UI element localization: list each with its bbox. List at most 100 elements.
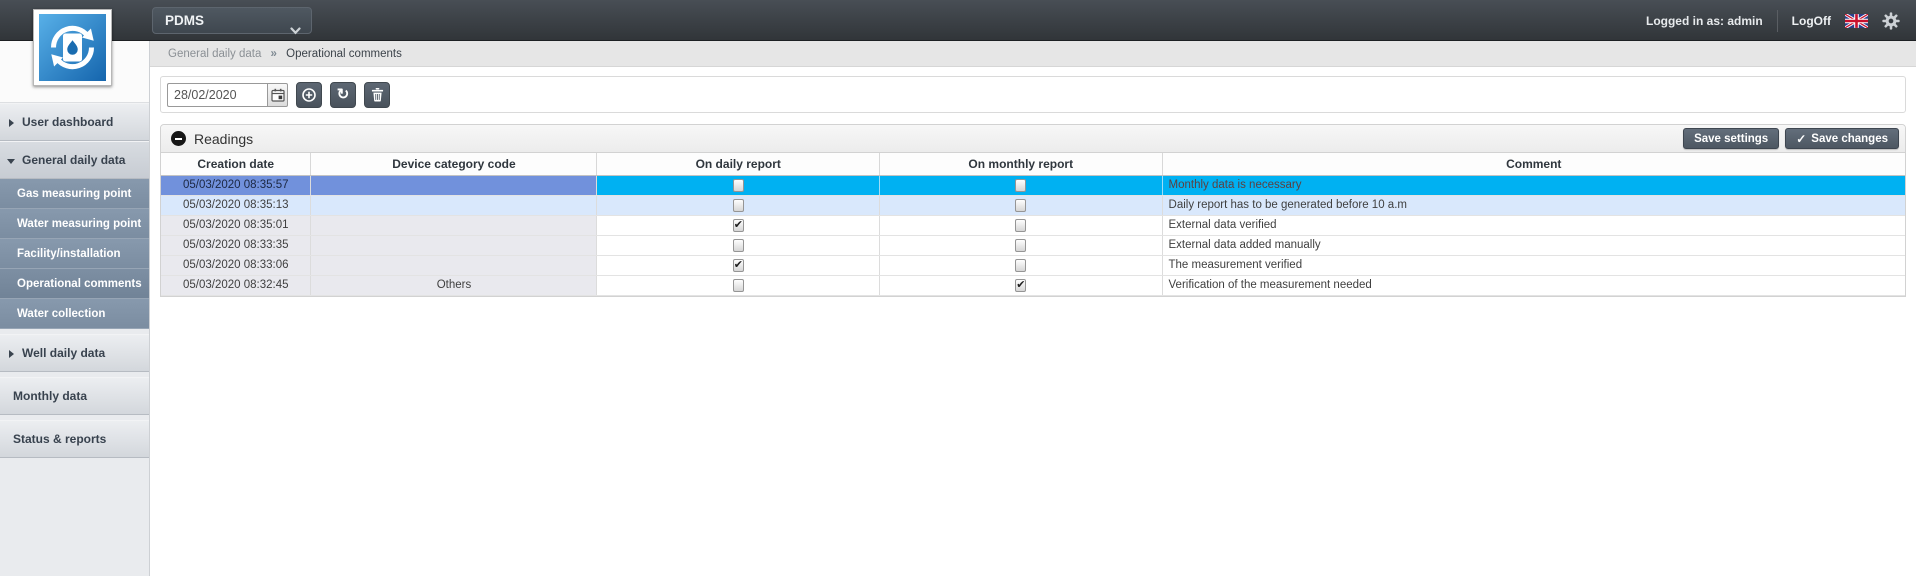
breadcrumb: General daily data » Operational comment… — [150, 41, 1916, 67]
creation-date-cell: 05/03/2020 08:33:06 — [161, 255, 312, 276]
sidebar-item-user-dashboard[interactable]: User dashboard — [0, 103, 149, 141]
daily-report-checkbox[interactable] — [732, 198, 744, 212]
readings-table: Creation date Device category code On da… — [161, 153, 1905, 296]
monthly-report-checkbox[interactable] — [1015, 238, 1027, 252]
monthly-report-checkbox[interactable] — [1015, 278, 1027, 292]
comment-cell: The measurement verified — [1162, 255, 1905, 276]
sidebar-item-general-daily-data[interactable]: General daily data — [0, 141, 149, 179]
table-row[interactable]: 05/03/2020 08:35:01 External data verifie… — [161, 215, 1905, 236]
sidebar-item-well-daily-data[interactable]: Well daily data — [0, 334, 149, 372]
sidebar-item-facility-installation[interactable]: Facility/installation — [0, 239, 149, 269]
daily-report-checkbox[interactable] — [732, 218, 744, 232]
monthly-report-checkbox[interactable] — [1015, 198, 1027, 212]
column-header-on-monthly-report[interactable]: On monthly report — [879, 153, 1163, 176]
on-daily-report-cell — [596, 255, 880, 276]
creation-date-cell: 05/03/2020 08:32:45 — [161, 275, 312, 296]
table-row[interactable]: 05/03/2020 08:33:35 External data added m… — [161, 235, 1905, 256]
comment-cell: Verification of the measurement needed — [1162, 275, 1905, 296]
arrow-right-icon — [9, 350, 14, 358]
table-header-row: Creation date Device category code On da… — [161, 153, 1905, 176]
comment-cell: External data added manually — [1162, 235, 1905, 256]
creation-date-cell: 05/03/2020 08:33:35 — [161, 235, 312, 256]
add-button[interactable] — [296, 81, 322, 108]
on-daily-report-cell — [596, 175, 880, 196]
sidebar-item-gas-measuring-point[interactable]: Gas measuring point — [0, 179, 149, 209]
monthly-report-checkbox[interactable] — [1015, 178, 1027, 192]
on-monthly-report-cell — [879, 175, 1163, 196]
app-selector-value: PDMS — [165, 13, 205, 28]
creation-date-cell: 05/03/2020 08:35:57 — [161, 175, 312, 196]
on-monthly-report-cell — [879, 215, 1163, 236]
sidebar-item-status-reports[interactable]: Status & reports — [0, 420, 149, 458]
refresh-icon: ↻ — [336, 86, 350, 103]
column-header-creation-date[interactable]: Creation date — [161, 153, 312, 176]
topbar-separator — [1776, 9, 1778, 32]
app-logo — [33, 9, 112, 86]
monthly-report-checkbox[interactable] — [1015, 258, 1027, 272]
on-monthly-report-cell — [879, 255, 1163, 276]
breadcrumb-current: Operational comments — [286, 48, 402, 60]
collapse-minus-icon[interactable] — [171, 131, 186, 146]
comment-cell: External data verified — [1162, 215, 1905, 236]
table-row[interactable]: 05/03/2020 08:35:13 Daily report has to b… — [161, 195, 1905, 216]
device-category-cell: Others — [310, 275, 598, 296]
panel-title: Readings — [194, 130, 254, 147]
main-content: General daily data » Operational comment… — [150, 41, 1916, 576]
on-monthly-report-cell — [879, 195, 1163, 216]
language-flag-uk-icon[interactable] — [1844, 12, 1869, 29]
creation-date-cell: 05/03/2020 08:35:01 — [161, 215, 312, 236]
arrow-down-icon — [7, 159, 15, 164]
table-row[interactable]: 05/03/2020 08:35:57 Monthly data is neces… — [161, 175, 1905, 196]
arrow-right-icon — [9, 119, 14, 127]
app-selector-dropdown[interactable]: PDMS — [152, 7, 312, 35]
table-row[interactable]: 05/03/2020 08:33:06 The measurement verif… — [161, 255, 1905, 276]
daily-report-checkbox[interactable] — [732, 258, 744, 272]
comment-cell: Daily report has to be generated before … — [1162, 195, 1905, 216]
on-monthly-report-cell — [879, 235, 1163, 256]
on-daily-report-cell — [596, 275, 880, 296]
settings-gear-icon[interactable] — [1882, 11, 1900, 30]
logged-in-text: Logged in as: admin — [1645, 13, 1763, 28]
daily-report-checkbox[interactable] — [732, 278, 744, 292]
monthly-report-checkbox[interactable] — [1015, 218, 1027, 232]
comment-cell: Monthly data is necessary — [1162, 175, 1905, 196]
logoff-button[interactable]: LogOff — [1791, 13, 1831, 28]
device-category-cell — [310, 175, 598, 196]
trash-icon — [371, 88, 383, 102]
column-header-on-daily-report[interactable]: On daily report — [596, 153, 880, 176]
sidebar-item-water-measuring-point[interactable]: Water measuring point — [0, 209, 149, 239]
device-category-cell — [310, 195, 598, 216]
breadcrumb-parent-link[interactable]: General daily data — [168, 48, 262, 60]
device-category-cell — [310, 215, 598, 236]
device-category-cell — [310, 255, 598, 276]
breadcrumb-separator: » — [270, 48, 277, 60]
sidebar-item-operational-comments[interactable]: Operational comments — [0, 269, 149, 299]
chevron-down-icon — [290, 18, 301, 43]
calendar-button[interactable] — [267, 82, 288, 107]
sidebar: User dashboard General daily data Gas me… — [0, 41, 150, 576]
check-icon: ✓ — [1796, 131, 1807, 146]
save-settings-button[interactable]: Save settings — [1683, 128, 1780, 149]
top-bar: PDMS Logged in as: admin LogOff — [0, 0, 1916, 41]
daily-report-checkbox[interactable] — [732, 238, 744, 252]
readings-panel: Readings Save settings ✓ Save changes Cr… — [160, 124, 1906, 297]
readings-panel-header: Readings Save settings ✓ Save changes — [161, 125, 1905, 153]
on-daily-report-cell — [596, 235, 880, 256]
refresh-button[interactable]: ↻ — [330, 81, 356, 108]
creation-date-cell: 05/03/2020 08:35:13 — [161, 195, 312, 216]
on-daily-report-cell — [596, 195, 880, 216]
delete-button[interactable] — [364, 81, 390, 108]
device-category-cell — [310, 235, 598, 256]
column-header-device-category[interactable]: Device category code — [310, 153, 598, 176]
sidebar-item-monthly-data[interactable]: Monthly data — [0, 377, 149, 415]
date-input[interactable] — [167, 82, 267, 107]
column-header-comment[interactable]: Comment — [1162, 153, 1905, 176]
on-monthly-report-cell — [879, 275, 1163, 296]
save-changes-button[interactable]: ✓ Save changes — [1785, 128, 1899, 149]
on-daily-report-cell — [596, 215, 880, 236]
date-toolbar: ↻ — [160, 76, 1906, 113]
daily-report-checkbox[interactable] — [732, 178, 744, 192]
sidebar-item-water-collection[interactable]: Water collection — [0, 299, 149, 329]
readings-table-body: 05/03/2020 08:35:57 Monthly data is neces… — [161, 175, 1905, 296]
